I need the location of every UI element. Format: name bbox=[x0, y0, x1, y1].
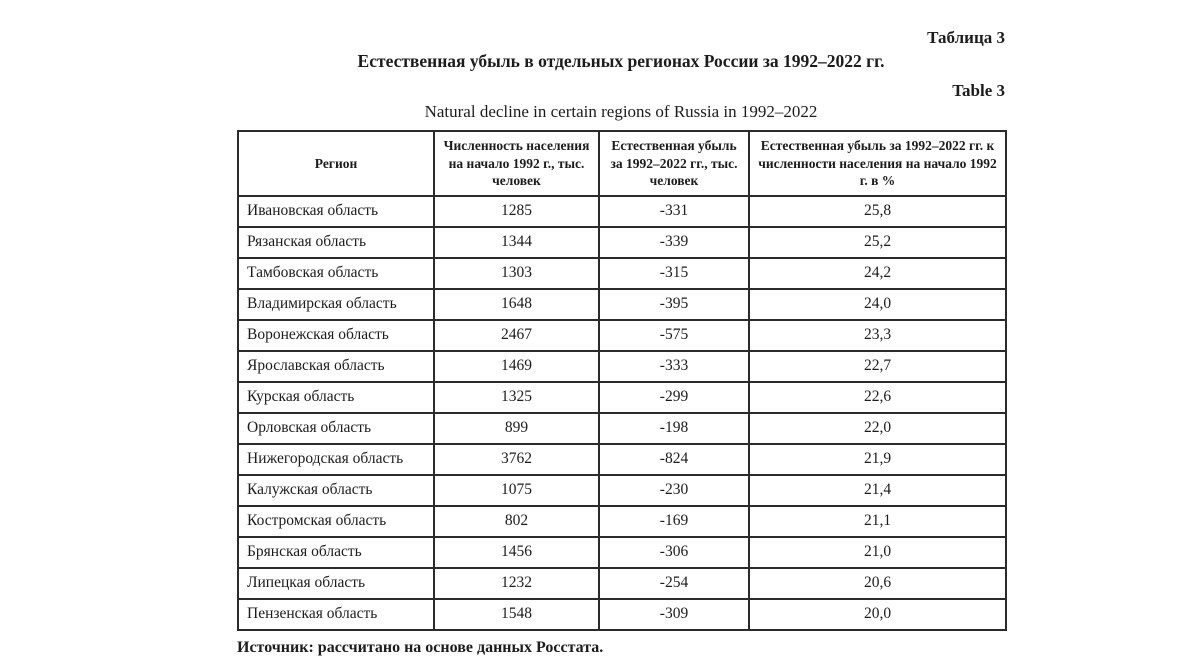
region-cell: Брянская область bbox=[237, 535, 435, 569]
region-cell: Ивановская область bbox=[237, 194, 435, 228]
region-cell: Пензенская область bbox=[237, 597, 435, 631]
population-cell: 1548 bbox=[433, 597, 600, 631]
population-cell: 3762 bbox=[433, 442, 600, 476]
column-header-population: Численность населения на начало 1992 г.,… bbox=[433, 130, 600, 197]
decline-cell: -254 bbox=[598, 566, 750, 600]
document-page: Таблица 3 Естественная убыль в отдельных… bbox=[237, 28, 1007, 657]
percent-cell: 20,0 bbox=[748, 597, 1007, 631]
population-cell: 1469 bbox=[433, 349, 600, 383]
population-cell: 802 bbox=[433, 504, 600, 538]
table-row: Ярославская область 1469 -333 22,7 bbox=[237, 349, 1007, 383]
region-cell: Рязанская область bbox=[237, 225, 435, 259]
percent-cell: 24,0 bbox=[748, 287, 1007, 321]
percent-cell: 25,2 bbox=[748, 225, 1007, 259]
page-title-en: Natural decline in certain regions of Ru… bbox=[424, 101, 818, 121]
region-cell: Ярославская область bbox=[237, 349, 435, 383]
population-cell: 2467 bbox=[433, 318, 600, 352]
column-header-decline: Естественная убыль за 1992–2022 гг., тыс… bbox=[598, 130, 750, 197]
column-header-region: Регион bbox=[237, 130, 435, 197]
population-cell: 1285 bbox=[433, 194, 600, 228]
percent-cell: 22,6 bbox=[748, 380, 1007, 414]
table-row: Курская область 1325 -299 22,6 bbox=[237, 380, 1007, 414]
table-row: Орловская область 899 -198 22,0 bbox=[237, 411, 1007, 445]
percent-cell: 21,0 bbox=[748, 535, 1007, 569]
percent-cell: 23,3 bbox=[748, 318, 1007, 352]
header-row: Регион Численность населения на начало 1… bbox=[237, 130, 1007, 197]
table-row: Костромская область 802 -169 21,1 bbox=[237, 504, 1007, 538]
percent-cell: 21,1 bbox=[748, 504, 1007, 538]
population-cell: 1325 bbox=[433, 380, 600, 414]
source-note: Источник: рассчитано на основе данных Ро… bbox=[237, 638, 604, 656]
population-cell: 1232 bbox=[433, 566, 600, 600]
decline-cell: -824 bbox=[598, 442, 750, 476]
percent-cell: 21,4 bbox=[748, 473, 1007, 507]
table-row: Владимирская область 1648 -395 24,0 bbox=[237, 287, 1007, 321]
region-cell: Владимирская область bbox=[237, 287, 435, 321]
population-cell: 1344 bbox=[433, 225, 600, 259]
region-cell: Липецкая область bbox=[237, 566, 435, 600]
region-cell: Нижегородская область bbox=[237, 442, 435, 476]
table-number-ru: Таблица 3 bbox=[927, 28, 1005, 47]
table-row: Воронежская область 2467 -575 23,3 bbox=[237, 318, 1007, 352]
decline-cell: -230 bbox=[598, 473, 750, 507]
table-number-en: Table 3 bbox=[952, 81, 1005, 101]
decline-cell: -169 bbox=[598, 504, 750, 538]
table-row: Тамбовская область 1303 -315 24,2 bbox=[237, 256, 1007, 290]
table-row: Пензенская область 1548 -309 20,0 bbox=[237, 597, 1007, 631]
decline-cell: -339 bbox=[598, 225, 750, 259]
decline-cell: -395 bbox=[598, 287, 750, 321]
region-cell: Курская область bbox=[237, 380, 435, 414]
percent-cell: 25,8 bbox=[748, 194, 1007, 228]
page-title-ru: Естественная убыль в отдельных регионах … bbox=[357, 51, 885, 72]
percent-cell: 20,6 bbox=[748, 566, 1007, 600]
decline-cell: -315 bbox=[598, 256, 750, 290]
table-row: Нижегородская область 3762 -824 21,9 bbox=[237, 442, 1007, 476]
percent-cell: 21,9 bbox=[748, 442, 1007, 476]
population-cell: 1648 bbox=[433, 287, 600, 321]
decline-cell: -575 bbox=[598, 318, 750, 352]
decline-cell: -306 bbox=[598, 535, 750, 569]
region-cell: Воронежская область bbox=[237, 318, 435, 352]
population-cell: 899 bbox=[433, 411, 600, 445]
percent-cell: 24,2 bbox=[748, 256, 1007, 290]
population-cell: 1303 bbox=[433, 256, 600, 290]
table-row: Ивановская область 1285 -331 25,8 bbox=[237, 194, 1007, 228]
decline-cell: -309 bbox=[598, 597, 750, 631]
decline-cell: -333 bbox=[598, 349, 750, 383]
table-row: Рязанская область 1344 -339 25,2 bbox=[237, 225, 1007, 259]
population-cell: 1075 bbox=[433, 473, 600, 507]
percent-cell: 22,7 bbox=[748, 349, 1007, 383]
percent-cell: 22,0 bbox=[748, 411, 1007, 445]
table-row: Брянская область 1456 -306 21,0 bbox=[237, 535, 1007, 569]
region-cell: Орловская область bbox=[237, 411, 435, 445]
regions-decline-table: Регион Численность населения на начало 1… bbox=[237, 130, 1007, 631]
decline-cell: -331 bbox=[598, 194, 750, 228]
table-row: Калужская область 1075 -230 21,4 bbox=[237, 473, 1007, 507]
table-row: Липецкая область 1232 -254 20,6 bbox=[237, 566, 1007, 600]
decline-cell: -299 bbox=[598, 380, 750, 414]
region-cell: Костромская область bbox=[237, 504, 435, 538]
region-cell: Тамбовская область bbox=[237, 256, 435, 290]
population-cell: 1456 bbox=[433, 535, 600, 569]
decline-cell: -198 bbox=[598, 411, 750, 445]
region-cell: Калужская область bbox=[237, 473, 435, 507]
column-header-decline-percent: Естественная убыль за 1992–2022 гг. к чи… bbox=[748, 130, 1007, 197]
